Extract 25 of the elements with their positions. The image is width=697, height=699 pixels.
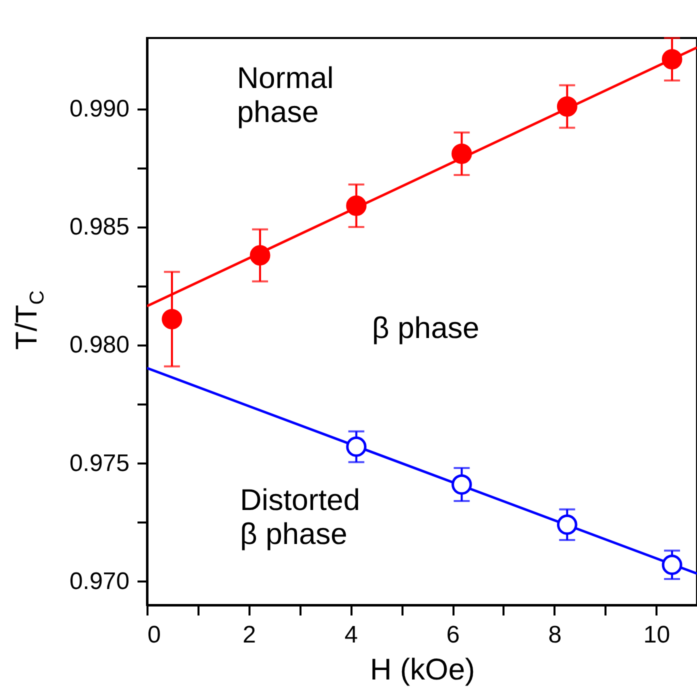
x-tick-label: 6 (446, 622, 460, 648)
point (452, 144, 472, 164)
annotation: β phase (372, 312, 480, 345)
point (556, 96, 578, 117)
x-tick-label: 8 (548, 622, 562, 648)
x-tick-label: 4 (344, 622, 358, 648)
point (662, 554, 682, 576)
point (162, 308, 182, 330)
point (346, 196, 366, 216)
x-tick-label: 0 (148, 622, 161, 648)
annotation: Distorted β phase (240, 484, 360, 551)
x-axis-title: H (kOe) (370, 654, 475, 686)
x-tick-label: 10 (643, 622, 670, 648)
point (452, 474, 472, 495)
x-tick-label: 2 (242, 622, 256, 648)
point (556, 514, 578, 535)
y-tick-label: 0.990 (69, 95, 130, 122)
y-tick-label: 0.980 (69, 332, 130, 359)
point (250, 245, 270, 266)
point (662, 49, 682, 70)
y-tick-label: 0.985 (69, 214, 130, 240)
y-tick-label: 0.975 (69, 450, 130, 477)
point (346, 436, 366, 457)
y-tick-label: 0.970 (69, 568, 130, 595)
annotation: Normal phase (237, 62, 334, 129)
